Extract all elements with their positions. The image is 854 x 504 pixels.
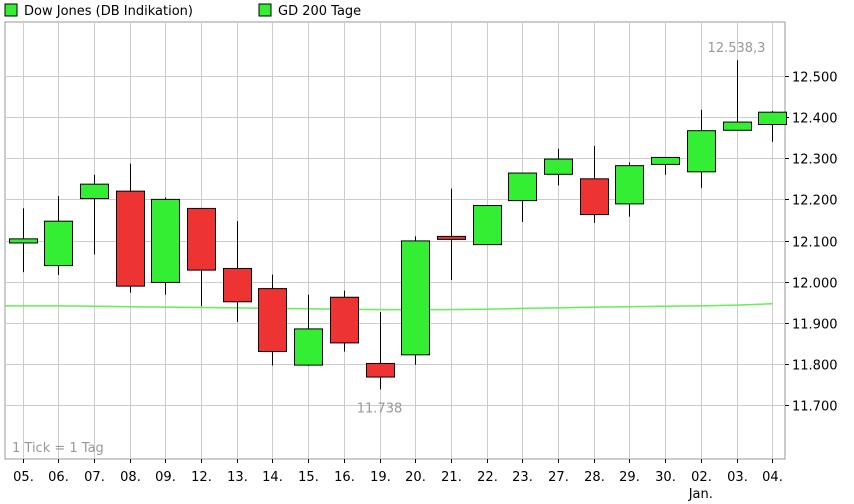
candle — [508, 172, 537, 222]
candle-body-up — [651, 156, 680, 165]
x-tick-label: 03. — [727, 470, 748, 485]
candle — [44, 196, 73, 276]
candle-body-up — [758, 111, 787, 126]
x-tick-label: 23. — [512, 470, 533, 485]
candle — [544, 148, 573, 186]
y-tick-label: 11.800 — [792, 359, 838, 374]
candles-layer — [9, 60, 787, 390]
candle — [116, 163, 145, 293]
candle — [437, 188, 466, 280]
candle-body-down — [437, 235, 466, 240]
legend-swatch-gd200 — [258, 3, 272, 17]
candle — [9, 208, 38, 273]
candle-body-up — [687, 130, 716, 173]
legend-label-dow-jones: Dow Jones (DB Indikation) — [24, 4, 193, 19]
candle — [651, 156, 680, 175]
candle-body-up — [723, 121, 752, 131]
candle — [330, 290, 359, 352]
y-tick-label: 12.200 — [792, 194, 838, 209]
y-tick-label: 11.900 — [792, 318, 838, 333]
x-tick-label: 02. — [691, 470, 712, 485]
legend-item-gd200: GD 200 Tage — [258, 3, 361, 19]
candle — [151, 197, 180, 295]
legend-label-gd200: GD 200 Tage — [278, 4, 361, 19]
y-tick-label: 12.000 — [792, 277, 838, 292]
x-tick-label: 16. — [334, 470, 355, 485]
candle — [758, 110, 787, 142]
candle — [366, 312, 395, 390]
candle-body-up — [294, 328, 323, 366]
legend-swatch-dow-jones — [4, 3, 18, 17]
candle — [223, 221, 252, 322]
candle-body-up — [508, 172, 537, 202]
x-tick-label: 22. — [477, 470, 498, 485]
candle — [723, 60, 752, 131]
y-tick-label: 12.500 — [792, 71, 838, 86]
candle — [401, 236, 430, 365]
candle-body-down — [187, 207, 216, 271]
x-tick-label: 20. — [405, 470, 426, 485]
candle — [258, 274, 287, 366]
x-tick-label: 07. — [84, 470, 105, 485]
x-tick-label: 21. — [441, 470, 462, 485]
x-axis: 05. 06. 07. 08. 09. 12. 13. 14. 15. 16. 19. 20. 21. 2… — [13, 459, 783, 502]
x-tick-label: 14. — [262, 470, 283, 485]
candle — [473, 205, 502, 246]
x-tick-label: 13. — [227, 470, 248, 485]
x-tick-label: 04. — [762, 470, 783, 485]
x-tick-label: 06. — [48, 470, 69, 485]
candle-body-up — [44, 220, 73, 267]
y-axis: 12.500 12.400 12.300 12.200 12.100 12.000 11.9… — [785, 71, 838, 415]
y-tick-label: 12.400 — [792, 112, 838, 127]
ma-line-gd200 — [5, 303, 773, 311]
candle-body-up — [9, 238, 38, 244]
tick-footnote: 1 Tick = 1 Tag — [12, 441, 104, 456]
x-tick-label: 09. — [155, 470, 176, 485]
candle-body-up — [544, 158, 573, 175]
candle-body-down — [223, 267, 252, 303]
candle-body-down — [366, 362, 395, 378]
x-tick-label: 05. — [13, 470, 34, 485]
candle-body-up — [615, 165, 644, 205]
candle — [687, 109, 716, 188]
x-tick-label: 12. — [191, 470, 212, 485]
legend: Dow Jones (DB Indikation) GD 200 Tage — [4, 3, 361, 19]
candle-body-down — [258, 288, 287, 353]
x-tick-label: 15. — [298, 470, 319, 485]
x-tick-label: 28. — [584, 470, 605, 485]
x-tick-label: 08. — [120, 470, 141, 485]
candle — [187, 207, 216, 307]
candle — [294, 294, 323, 366]
x-tick-label: 19. — [370, 470, 391, 485]
y-tick-label: 11.700 — [792, 400, 838, 415]
candle-body-up — [151, 198, 180, 283]
legend-item-dow-jones: Dow Jones (DB Indikation) — [4, 3, 193, 19]
x-tick-label: 27. — [548, 470, 569, 485]
moving-average-layer — [5, 303, 773, 311]
x-month-label: Jan. — [688, 487, 713, 502]
candle — [80, 174, 109, 255]
annotations-layer: 12.538,3 11.738 — [357, 41, 766, 416]
extreme-value-label: 11.738 — [357, 401, 403, 416]
candle-body-down — [116, 190, 145, 287]
candle — [615, 162, 644, 217]
candle — [580, 145, 609, 223]
y-tick-label: 12.300 — [792, 153, 838, 168]
x-tick-label: 30. — [655, 470, 676, 485]
candle-body-down — [580, 178, 609, 216]
y-tick-label: 12.100 — [792, 236, 838, 251]
candle-body-down — [330, 296, 359, 344]
candle-body-up — [80, 183, 109, 200]
candle-body-up — [401, 240, 430, 356]
extreme-value-label: 12.538,3 — [708, 41, 766, 56]
candle-body-up — [473, 205, 502, 246]
x-tick-label: 29. — [619, 470, 640, 485]
